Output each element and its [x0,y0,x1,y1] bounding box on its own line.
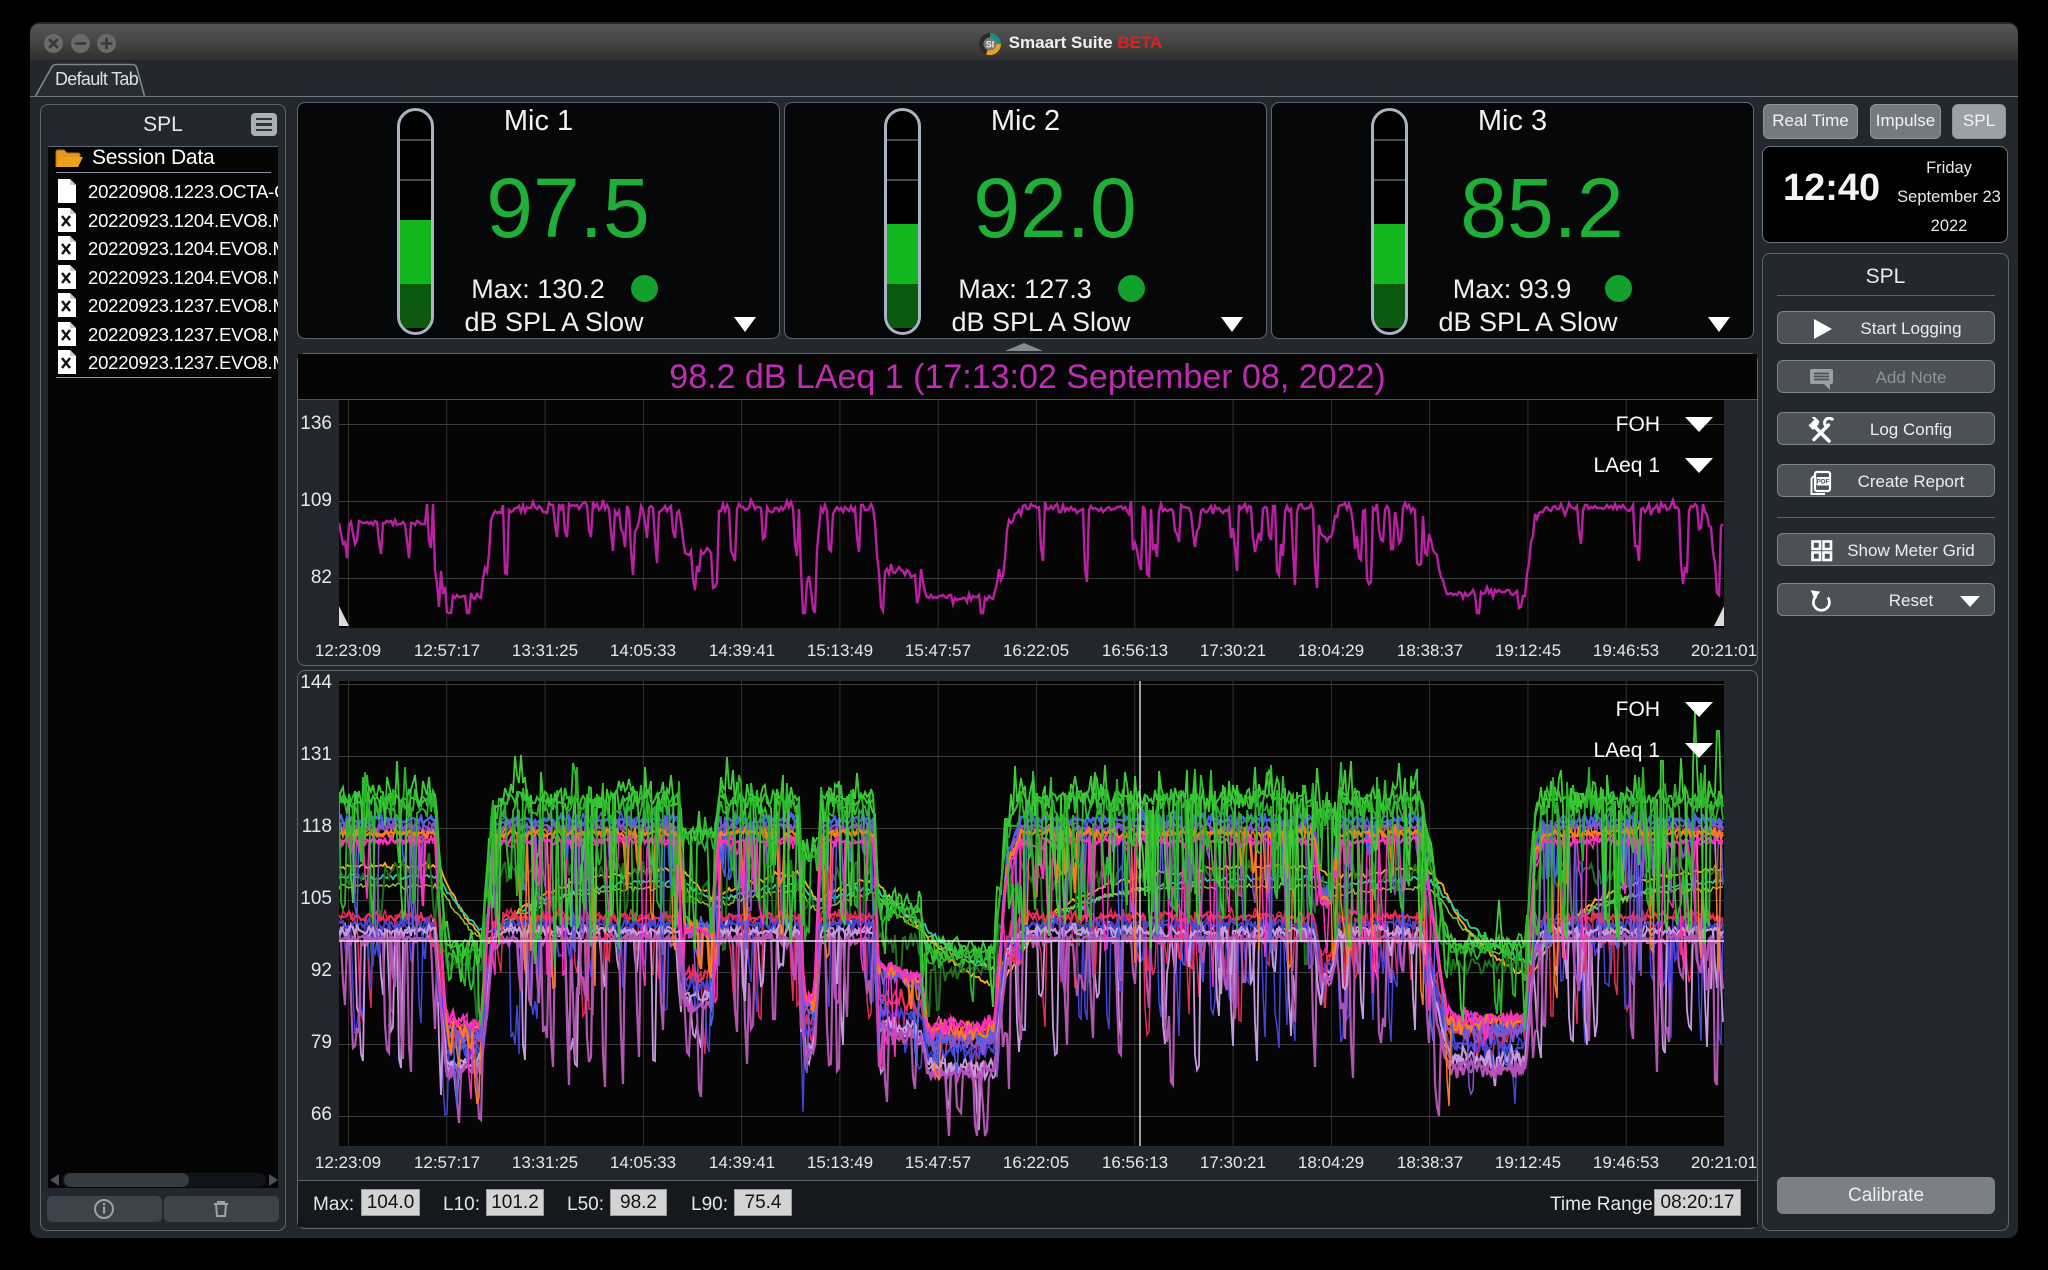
svg-text:SI: SI [985,40,994,50]
svg-text:PDF: PDF [1817,479,1830,486]
